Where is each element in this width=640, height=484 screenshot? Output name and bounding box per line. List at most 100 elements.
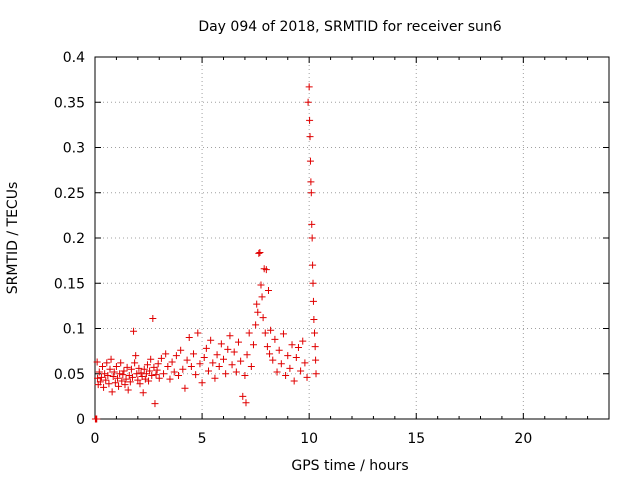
- data-point: [222, 370, 230, 378]
- data-point: [117, 359, 125, 367]
- data-point: [115, 382, 123, 390]
- data-point: [234, 338, 242, 346]
- data-point: [185, 334, 193, 342]
- x-tick-label: 15: [407, 431, 425, 447]
- data-point: [139, 389, 147, 397]
- data-point: [123, 363, 131, 371]
- data-point: [136, 380, 144, 388]
- data-point: [205, 367, 213, 375]
- axis-layer: [94, 56, 610, 420]
- data-point: [190, 350, 198, 358]
- data-point: [256, 248, 264, 256]
- data-point: [262, 266, 270, 274]
- data-point: [273, 368, 281, 376]
- data-point: [181, 384, 189, 392]
- data-point: [175, 372, 183, 380]
- data-point: [132, 352, 140, 360]
- data-point: [93, 415, 101, 423]
- data-point: [198, 379, 206, 387]
- data-point: [306, 133, 314, 141]
- data-point: [282, 372, 290, 380]
- data-point: [110, 368, 118, 376]
- data-point: [307, 189, 315, 197]
- plot-frame: [94, 56, 610, 420]
- data-point: [254, 308, 262, 316]
- data-point: [194, 329, 202, 337]
- data-point: [120, 367, 128, 375]
- data-point: [145, 377, 153, 385]
- data-point: [196, 360, 204, 368]
- data-point: [109, 372, 117, 380]
- data-point: [107, 355, 115, 363]
- data-point: [259, 314, 267, 322]
- data-point: [309, 261, 317, 269]
- data-point: [277, 360, 285, 368]
- y-tick-label: 0.15: [54, 276, 85, 292]
- x-tick-label: 5: [198, 431, 207, 447]
- data-point: [279, 330, 287, 338]
- data-point: [271, 335, 279, 343]
- data-point: [102, 376, 110, 384]
- data-point: [122, 375, 130, 383]
- data-point: [211, 374, 219, 382]
- data-point: [311, 343, 319, 351]
- data-point: [151, 400, 159, 408]
- data-point: [153, 366, 161, 374]
- data-point: [97, 373, 105, 381]
- x-tick-label: 10: [300, 431, 318, 447]
- data-point: [308, 220, 316, 228]
- y-tick-label: 0.4: [63, 50, 85, 66]
- data-point: [160, 370, 168, 378]
- data-point: [209, 359, 217, 367]
- data-point: [266, 350, 274, 358]
- data-point: [228, 361, 236, 369]
- data-point: [253, 300, 261, 308]
- data-point: [207, 336, 215, 344]
- y-tick-label: 0.35: [54, 95, 85, 111]
- data-point: [230, 348, 238, 356]
- data-point: [215, 363, 223, 371]
- data-point: [239, 392, 247, 400]
- data-point: [118, 377, 126, 385]
- data-point: [105, 380, 113, 388]
- data-point: [126, 378, 134, 386]
- chart-title: Day 094 of 2018, SRMTID for receiver sun…: [198, 19, 501, 35]
- data-point: [103, 359, 111, 367]
- data-point: [311, 329, 319, 337]
- data-point: [243, 351, 251, 359]
- data-point: [149, 315, 157, 323]
- data-point: [108, 388, 116, 396]
- data-point: [119, 371, 127, 379]
- data-point: [146, 367, 154, 375]
- data-point: [303, 373, 311, 381]
- data-point: [306, 157, 314, 165]
- y-tick-label: 0.1: [63, 322, 85, 338]
- data-point: [166, 375, 174, 383]
- data-point: [113, 374, 121, 382]
- data-point: [164, 363, 172, 371]
- data-point: [143, 361, 151, 369]
- data-point: [94, 374, 102, 382]
- data-point: [304, 98, 312, 106]
- data-point: [100, 383, 108, 391]
- data-point: [247, 363, 255, 371]
- data-point: [127, 365, 135, 373]
- data-point: [179, 365, 187, 373]
- data-point: [226, 332, 234, 340]
- data-point: [124, 386, 132, 394]
- data-point: [242, 399, 250, 407]
- data-point: [264, 286, 272, 294]
- data-point: [258, 293, 266, 301]
- data-point: [140, 365, 148, 373]
- data-point: [241, 372, 249, 380]
- data-point: [269, 356, 277, 364]
- data-point: [98, 363, 106, 371]
- data-point: [187, 363, 195, 371]
- data-point: [220, 355, 227, 363]
- data-point: [162, 350, 170, 358]
- data-point: [307, 178, 315, 186]
- y-tick-label: 0.3: [63, 141, 85, 157]
- data-point: [309, 297, 317, 305]
- data-point: [288, 341, 296, 349]
